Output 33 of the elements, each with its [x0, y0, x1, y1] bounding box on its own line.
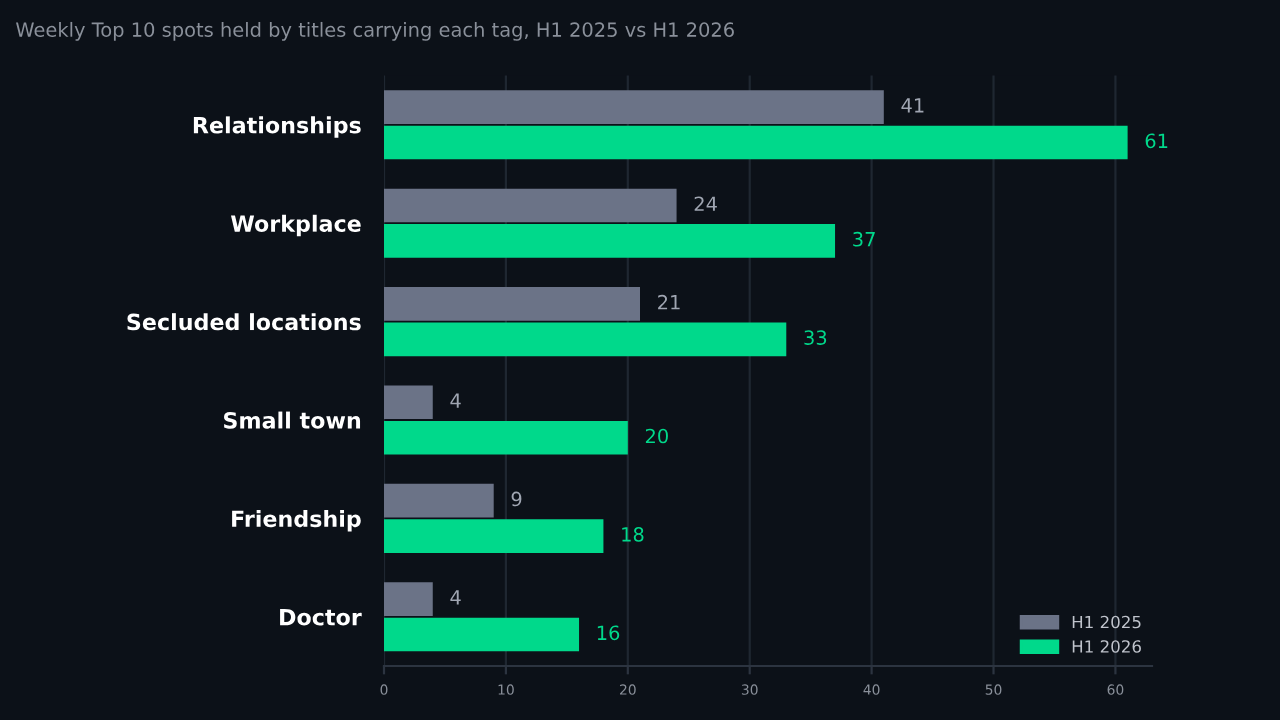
bar [384, 483, 494, 518]
legend-label: H1 2025 [1072, 615, 1141, 629]
y-tick-label: Small town [224, 411, 361, 429]
bar [384, 125, 1128, 160]
bar [384, 90, 884, 124]
chart-title: Weekly Top 10 spots held by titles carrying each tag, H1 2025 vs H1 2026 [16, 21, 734, 41]
data-label: 24 [694, 196, 717, 211]
data-label: 20 [645, 428, 668, 444]
bar [384, 385, 433, 420]
y-tick-label: Workplace [230, 214, 361, 237]
data-label: 16 [597, 625, 620, 641]
bar [384, 420, 628, 455]
y-tick-label: Relationships [193, 116, 361, 138]
data-label: 61 [1145, 133, 1168, 149]
y-tick-label: Friendship [232, 509, 361, 532]
bar [384, 287, 640, 321]
data-label: 4 [450, 393, 461, 408]
data-label: 33 [804, 330, 827, 345]
bar [384, 617, 580, 652]
bar [384, 322, 787, 357]
data-label: 37 [853, 231, 875, 247]
legend-label: H1 2026 [1072, 640, 1141, 653]
bar [384, 519, 604, 553]
data-label: 9 [511, 491, 522, 507]
bar [384, 188, 677, 223]
bar [384, 582, 433, 616]
data-label: 18 [622, 527, 644, 542]
y-tick-label: Secluded locations [127, 313, 361, 331]
y-tick-label: Doctor [280, 609, 362, 626]
data-label: 41 [901, 98, 924, 113]
data-label: 4 [450, 590, 461, 605]
bar [384, 224, 836, 258]
data-label: 21 [658, 294, 680, 310]
